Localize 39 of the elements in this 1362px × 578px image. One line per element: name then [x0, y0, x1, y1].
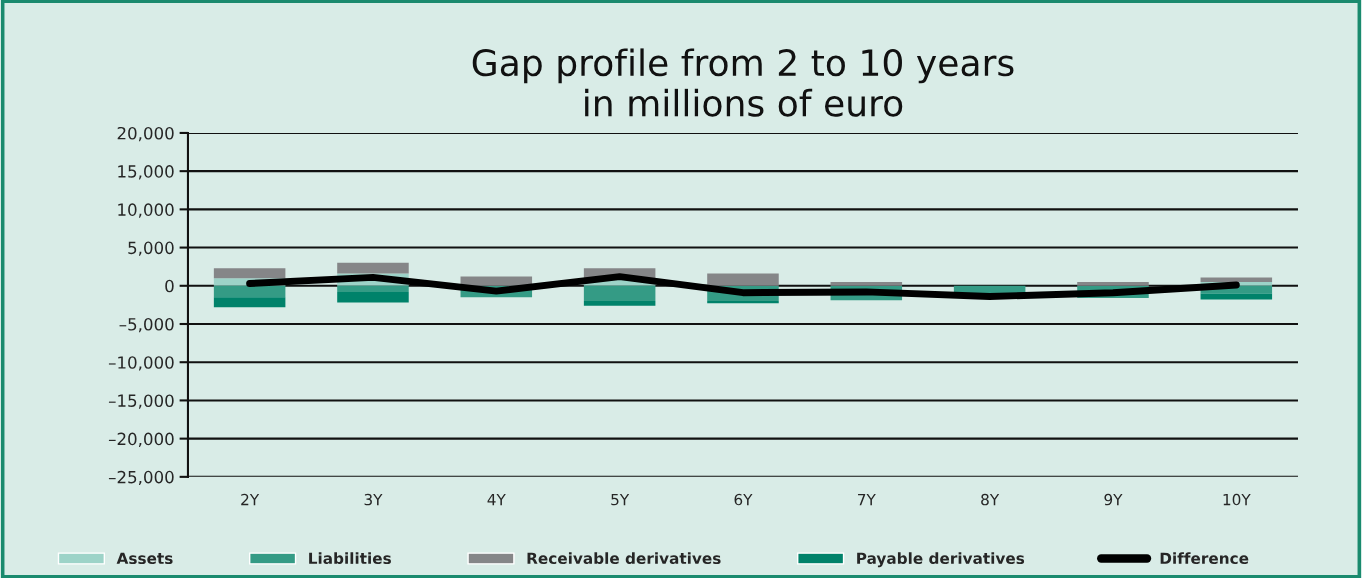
bar: [583, 301, 656, 306]
y-tick-label: 10,000: [118, 203, 174, 218]
x-tick-label: 3Y: [364, 493, 383, 506]
bar: [1077, 281, 1149, 286]
bar: [337, 262, 409, 274]
bar: [583, 285, 656, 302]
x-tick-label: 10Y: [1223, 493, 1251, 506]
y-tick-label: 0: [165, 279, 174, 293]
bar: [460, 276, 533, 286]
legend-label: Difference: [1160, 552, 1249, 565]
bar: [213, 285, 286, 298]
bar: [337, 291, 409, 303]
y-tick-label: –15,000: [108, 394, 174, 409]
y-tick-label: 15,000: [118, 165, 174, 180]
x-tick-label: 8Y: [981, 493, 1000, 506]
bar: [337, 285, 409, 292]
x-tick-label: 9Y: [1104, 493, 1123, 506]
legend-label: Liabilities: [309, 552, 391, 565]
y-tick-label: –10,000: [108, 356, 174, 371]
bar: [1200, 293, 1273, 300]
legend-label: Assets: [116, 552, 173, 565]
bar: [707, 273, 779, 286]
y-tick-label: –20,000: [108, 432, 174, 447]
y-tick-label: 5,000: [128, 241, 174, 256]
x-tick-label: 4Y: [487, 493, 506, 506]
bar: [213, 297, 286, 308]
bar: [213, 268, 286, 279]
x-tick-label: 5Y: [611, 493, 630, 506]
x-tick-label: 2Y: [241, 493, 260, 506]
x-tick-label: 7Y: [858, 493, 876, 506]
y-tick-label: –5,000: [119, 317, 174, 333]
y-tick-label: –25,000: [108, 470, 174, 486]
y-tick-label: 20,000: [117, 126, 174, 142]
chart-title: Gap profile from 2 to 10 years in millions of euro: [472, 48, 1014, 117]
legend-label: Payable derivatives: [857, 552, 1025, 568]
bar: [1200, 277, 1273, 282]
x-tick-label: 6Y: [734, 493, 753, 506]
bar: [830, 281, 903, 286]
legend-label: Receivable derivatives: [527, 552, 721, 565]
